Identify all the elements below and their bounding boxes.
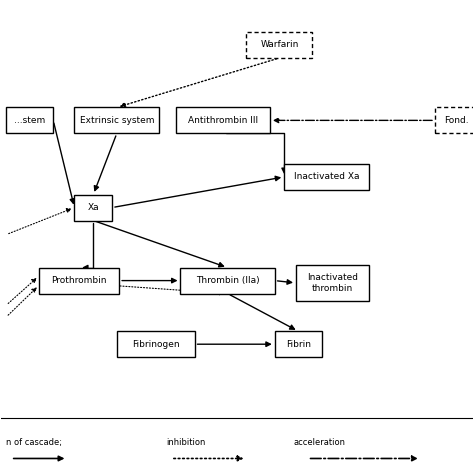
Text: Extrinsic system: Extrinsic system (80, 116, 154, 125)
FancyBboxPatch shape (6, 108, 53, 133)
FancyBboxPatch shape (74, 195, 112, 220)
Text: Prothrombin: Prothrombin (51, 276, 107, 285)
Text: Xa: Xa (88, 203, 99, 212)
Text: Fibrin: Fibrin (286, 340, 311, 349)
FancyBboxPatch shape (296, 265, 369, 301)
FancyBboxPatch shape (181, 268, 275, 293)
FancyBboxPatch shape (117, 331, 195, 357)
Text: Antithrombin III: Antithrombin III (188, 116, 258, 125)
Text: Fibrinogen: Fibrinogen (132, 340, 180, 349)
FancyBboxPatch shape (275, 331, 322, 357)
Text: ...stem: ...stem (14, 116, 46, 125)
FancyBboxPatch shape (39, 268, 119, 293)
FancyBboxPatch shape (74, 108, 159, 133)
Text: n of cascade;: n of cascade; (6, 438, 62, 447)
Text: acceleration: acceleration (293, 438, 346, 447)
FancyBboxPatch shape (435, 108, 474, 133)
Text: Warfarin: Warfarin (260, 40, 299, 49)
Text: Inactivated
thrombin: Inactivated thrombin (307, 273, 358, 292)
Text: Thrombin (IIa): Thrombin (IIa) (196, 276, 259, 285)
FancyBboxPatch shape (176, 108, 270, 133)
FancyBboxPatch shape (246, 32, 312, 58)
Text: Inactivated Xa: Inactivated Xa (294, 173, 359, 182)
Text: inhibition: inhibition (166, 438, 206, 447)
Text: Fond.: Fond. (444, 116, 468, 125)
FancyBboxPatch shape (284, 164, 369, 190)
